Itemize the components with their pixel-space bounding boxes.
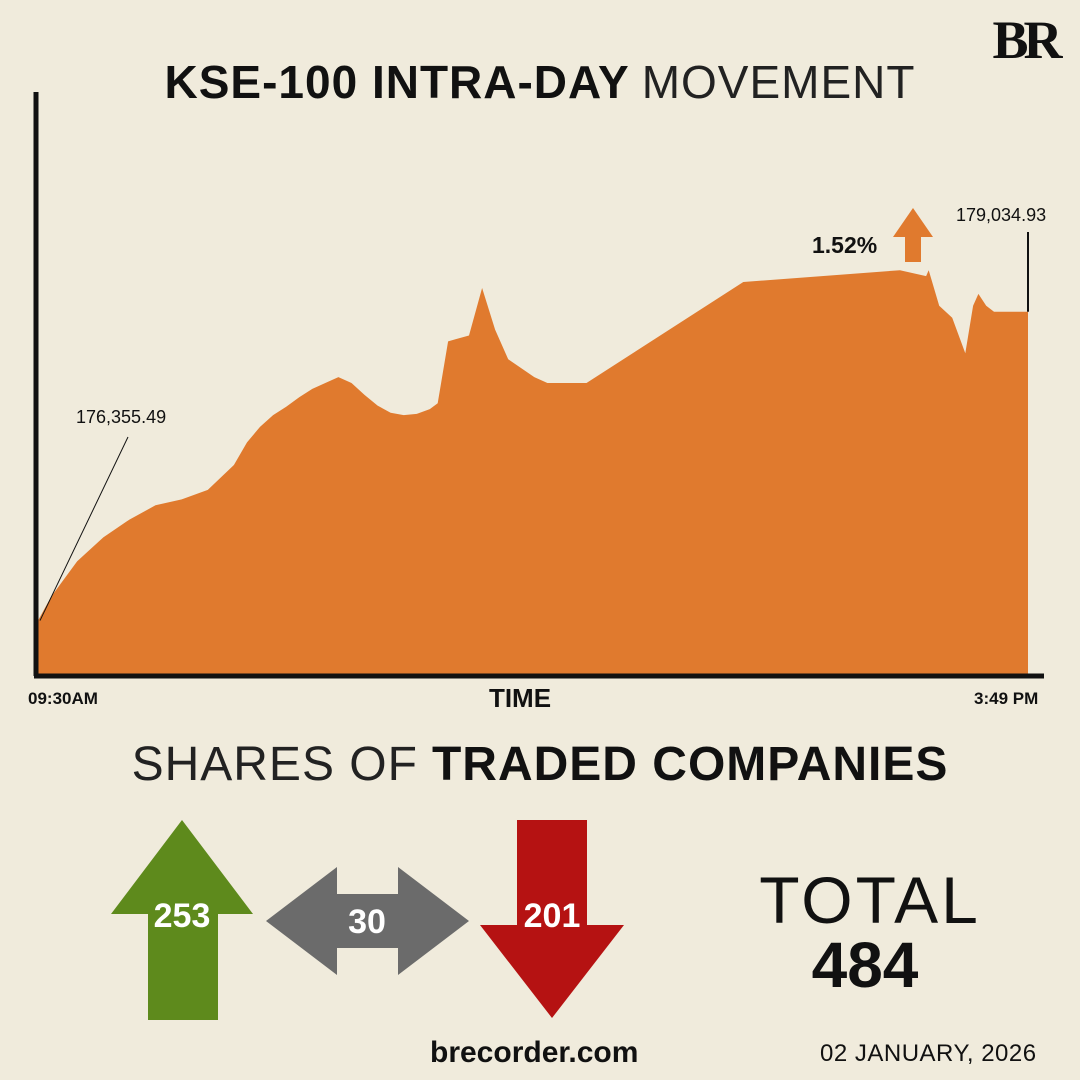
total-value: 484 [811, 929, 919, 1001]
change-up-arrow-icon [893, 208, 933, 262]
shares-section-title: SHARES OF TRADED COMPANIES [0, 735, 1080, 795]
shares-title-bold: TRADED COMPANIES [431, 738, 949, 791]
site-url: brecorder.com [430, 1036, 639, 1069]
advanced-count: 253 [153, 897, 211, 935]
open-value-label: 176,355.49 [76, 407, 167, 427]
advanced-up-arrow-icon [111, 820, 253, 1020]
total-label: TOTAL [759, 863, 981, 937]
x-tick-start: 09:30AM [28, 689, 98, 708]
index-area [38, 270, 1028, 674]
intraday-chart [33, 92, 1044, 679]
x-axis-title: TIME [488, 683, 552, 713]
open-value-leader-line [39, 436, 129, 621]
change-percent-label: 1.52% [812, 232, 878, 258]
br-logo: BR [992, 10, 1062, 70]
unchanged-count: 30 [348, 903, 386, 941]
x-tick-end: 3:49 PM [974, 689, 1039, 708]
declined-count: 201 [523, 897, 581, 935]
close-value-label: 179,034.93 [956, 205, 1047, 225]
shares-title-light: SHARES OF [131, 738, 418, 791]
declined-down-arrow-icon [480, 820, 624, 1018]
unchanged-double-arrow-icon [266, 867, 469, 975]
chart-title-bold: KSE-100 INTRA-DAY [164, 56, 630, 108]
chart-title: KSE-100 INTRA-DAY MOVEMENT [0, 52, 1080, 112]
chart-title-light: MOVEMENT [641, 56, 916, 108]
report-date: 02 JANUARY, 2026 [820, 1040, 1037, 1067]
